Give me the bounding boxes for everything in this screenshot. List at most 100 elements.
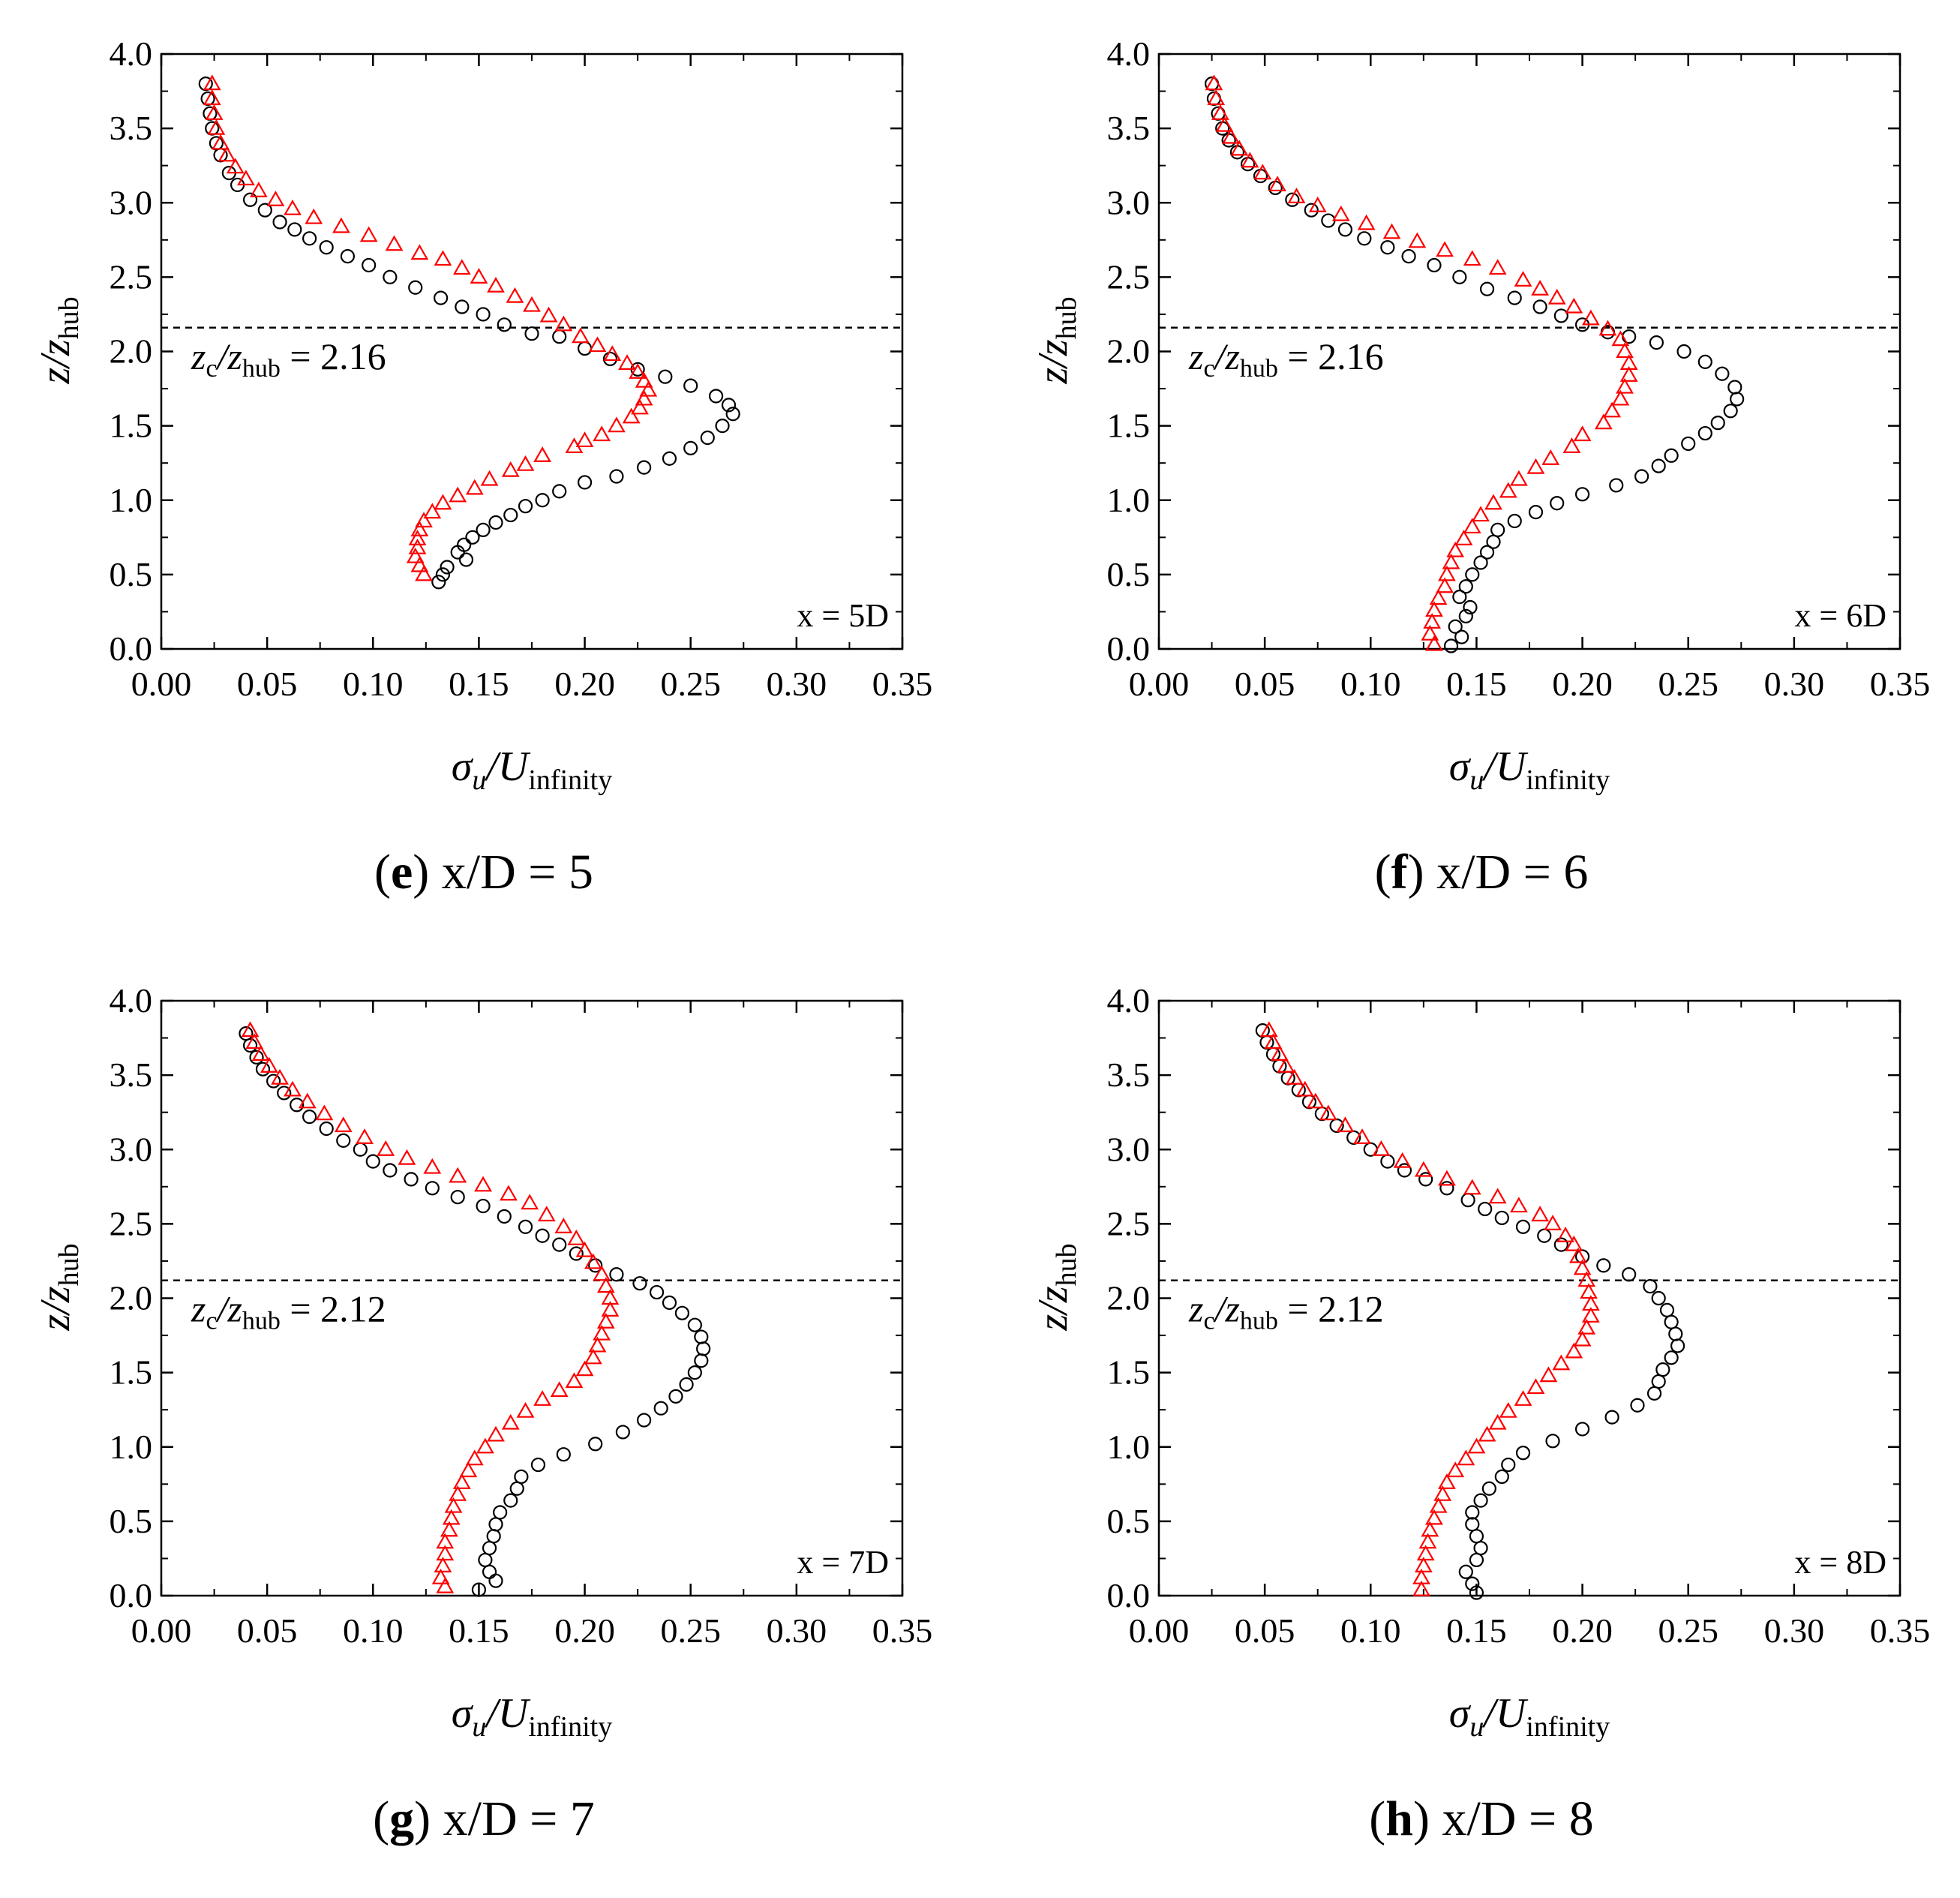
data-point-circle	[287, 222, 302, 237]
data-point-triangle	[459, 1461, 478, 1478]
data-point-circle	[1465, 1505, 1480, 1520]
series-triangle	[241, 1021, 620, 1593]
data-point-triangle	[480, 470, 499, 486]
caption-text: x/D = 7	[431, 1791, 595, 1846]
data-point-circle	[425, 1181, 440, 1196]
y-tick-label: 0.5	[1107, 555, 1151, 593]
zc-z: z	[191, 335, 206, 377]
data-point-circle	[1473, 555, 1488, 570]
data-point-triangle	[1484, 494, 1502, 510]
data-point-triangle	[1421, 1521, 1439, 1537]
data-point-triangle	[449, 1167, 467, 1183]
data-point-circle	[687, 1317, 702, 1332]
data-point-circle	[431, 575, 446, 590]
data-point-circle	[694, 1329, 709, 1344]
y-axis-label: z/zhub	[32, 296, 85, 384]
data-point-triangle	[1207, 89, 1226, 106]
data-point-circle	[509, 1481, 524, 1496]
data-point-triangle	[1268, 176, 1286, 192]
data-point-circle	[450, 1190, 465, 1205]
data-point-circle	[1532, 299, 1547, 314]
data-point-circle	[1501, 1457, 1516, 1473]
data-point-circle	[482, 1540, 497, 1556]
xlabel-sub-u: u	[472, 1711, 486, 1743]
data-point-circle	[649, 1284, 665, 1300]
data-point-triangle	[449, 486, 467, 503]
zc-z: z	[1188, 335, 1203, 377]
data-point-triangle	[1616, 342, 1634, 359]
data-point-circle	[1537, 1228, 1552, 1243]
data-point-circle	[408, 280, 423, 295]
position-annotation: x = 8D	[1794, 1544, 1886, 1581]
x-tick-label: 0.15	[449, 1611, 509, 1650]
data-point-triangle	[1259, 1021, 1278, 1038]
data-point-circle	[1454, 629, 1469, 644]
xlabel-sub-infinity: infinity	[528, 764, 612, 796]
caption-letter: h	[1385, 1791, 1413, 1846]
data-point-triangle	[1603, 401, 1621, 418]
xlabel-sub-infinity: infinity	[1526, 1711, 1610, 1743]
y-tick-label: 3.5	[1107, 109, 1151, 147]
data-point-circle	[1479, 545, 1495, 560]
data-point-circle	[1427, 257, 1442, 273]
x-tick-label: 0.35	[872, 1611, 933, 1650]
xlabel-U: /U	[484, 743, 531, 790]
data-point-circle	[242, 1038, 258, 1053]
data-point-circle	[1664, 1350, 1679, 1365]
data-point-circle	[569, 1246, 584, 1261]
data-point-triangle	[516, 1401, 535, 1418]
data-point-triangle	[501, 461, 520, 477]
data-point-circle	[1651, 1374, 1666, 1389]
y-tick-label: 3.0	[1107, 183, 1151, 221]
data-point-triangle	[635, 371, 653, 388]
data-point-triangle	[1619, 366, 1638, 382]
y-tick-label: 0.5	[110, 555, 153, 593]
data-point-circle	[668, 1389, 683, 1404]
data-point-circle	[1380, 240, 1395, 255]
data-point-circle	[1550, 496, 1565, 511]
data-point-triangle	[315, 1104, 334, 1121]
y-tick-label: 1.5	[110, 1353, 153, 1392]
data-point-triangle	[1414, 1557, 1433, 1572]
position-annotation: x = 7D	[797, 1544, 889, 1581]
data-point-circle	[266, 1074, 281, 1089]
data-point-circle	[1507, 513, 1522, 529]
data-point-circle	[1553, 1237, 1568, 1252]
x-tick-label: 0.15	[1446, 665, 1507, 703]
data-point-triangle	[442, 1509, 461, 1525]
data-point-triangle	[436, 1545, 455, 1561]
data-point-circle	[1651, 458, 1666, 473]
y-tick-label: 1.5	[1107, 1353, 1151, 1392]
data-point-circle	[1458, 1564, 1473, 1579]
y-tick-label: 4.0	[1107, 981, 1151, 1020]
data-point-triangle	[1211, 104, 1229, 120]
zc-sub-hub: hub	[1240, 355, 1278, 383]
data-point-circle	[721, 398, 737, 413]
data-point-circle	[497, 1209, 512, 1224]
zc-value: = 2.12	[281, 1288, 386, 1330]
data-point-triangle	[1414, 1161, 1433, 1177]
data-point-circle	[556, 1447, 571, 1462]
data-point-circle	[1515, 1446, 1531, 1461]
data-point-triangle	[1205, 74, 1223, 91]
x-tick-label: 0.10	[1340, 665, 1401, 703]
data-point-triangle	[1429, 1497, 1448, 1513]
data-point-triangle	[521, 1194, 539, 1210]
x-tick-label: 0.05	[237, 665, 298, 703]
data-point-triangle	[334, 1116, 353, 1133]
data-point-circle	[1664, 448, 1679, 463]
data-point-triangle	[1277, 1057, 1295, 1073]
data-point-triangle	[631, 398, 649, 415]
data-point-triangle	[539, 306, 558, 323]
data-point-triangle	[1577, 1318, 1596, 1335]
data-point-triangle	[423, 1158, 442, 1174]
data-point-triangle	[284, 1080, 302, 1097]
data-point-triangle	[1573, 1259, 1592, 1275]
data-point-circle	[530, 1457, 546, 1473]
caption-letter: e	[390, 845, 413, 899]
data-point-triangle	[207, 119, 226, 135]
data-point-triangle	[1544, 1215, 1562, 1230]
data-point-triangle	[487, 277, 505, 293]
xlabel-sigma: σ	[1449, 1690, 1472, 1737]
x-tick-label: 0.35	[872, 665, 933, 703]
